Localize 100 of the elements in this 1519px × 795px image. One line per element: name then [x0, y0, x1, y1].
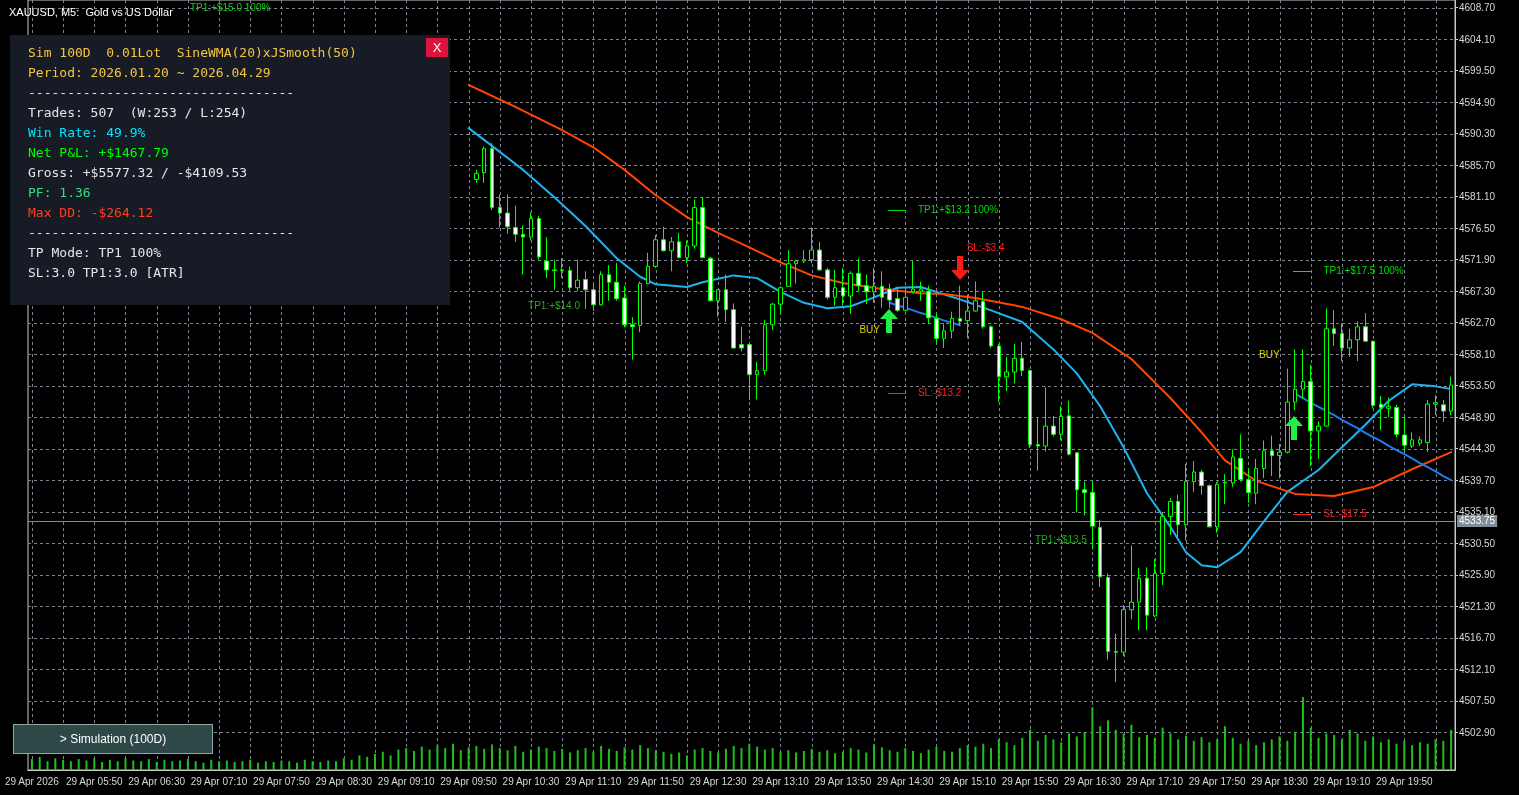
candlestick [911, 260, 915, 294]
bar [397, 749, 400, 770]
bar [405, 748, 408, 770]
bar [210, 759, 213, 770]
y-tick-label: 4548.90 [1459, 411, 1496, 423]
bar [623, 747, 626, 770]
candlestick [770, 302, 775, 331]
bar [919, 753, 922, 770]
bar [108, 759, 111, 770]
annotation: ---------------------------------- [28, 85, 295, 100]
bar [1005, 742, 1008, 770]
bar [288, 761, 291, 770]
bar [771, 748, 774, 770]
annotation: ---------------------------------- [28, 225, 295, 240]
candlestick [1121, 604, 1126, 657]
bar [1177, 739, 1180, 770]
candlestick [614, 262, 619, 302]
candlestick [934, 313, 939, 345]
candlestick [1301, 348, 1305, 400]
candlestick [1340, 322, 1344, 362]
x-tick-label: 29 Apr 13:50 [814, 775, 872, 787]
bar [740, 748, 743, 770]
bar [958, 748, 961, 770]
bar [576, 750, 579, 770]
bar [1122, 733, 1125, 770]
y-tick-label: 4562.70 [1459, 317, 1496, 329]
bar [849, 748, 852, 770]
bar [522, 751, 525, 770]
bar [412, 751, 415, 770]
x-tick-label: 29 Apr 05:50 [65, 775, 124, 787]
bar [93, 758, 96, 770]
candlestick [575, 259, 580, 292]
bar [420, 746, 423, 770]
bar [810, 748, 813, 770]
bar [116, 761, 119, 770]
bar [1270, 739, 1273, 770]
bar [927, 749, 930, 770]
bar [1387, 739, 1390, 770]
bar [646, 748, 649, 770]
candlestick [482, 146, 486, 184]
line-series [467, 83, 1453, 497]
bar [451, 743, 454, 770]
y-tick-label: 4585.70 [1459, 159, 1496, 171]
candlestick [599, 270, 603, 307]
annotation: BUY [859, 323, 880, 337]
bar [475, 745, 478, 770]
y-tick-label: 4525.90 [1459, 569, 1496, 581]
bar [296, 762, 299, 770]
bar [943, 751, 946, 770]
bar [1208, 742, 1211, 770]
y-tick-label: 4521.30 [1459, 600, 1496, 612]
candlestick [739, 326, 744, 352]
bar [366, 756, 369, 770]
candlestick [513, 205, 518, 243]
bar [46, 761, 49, 770]
bar [436, 745, 439, 770]
candlestick [1192, 460, 1196, 493]
candlestick [1324, 307, 1329, 428]
bar [1317, 737, 1320, 770]
bar [202, 762, 205, 770]
bar [631, 749, 634, 770]
bar [1138, 737, 1141, 770]
candlestick [1355, 320, 1360, 362]
bar [1091, 707, 1094, 770]
text: XAUUSD, M5: Gold vs US Dollar [9, 5, 174, 18]
bar [327, 760, 330, 770]
candlestick [1308, 363, 1313, 468]
bar [1411, 745, 1414, 770]
bar [1418, 742, 1421, 770]
bar [1286, 740, 1289, 770]
candlestick [903, 288, 908, 313]
x-tick-label: 29 Apr 10:30 [502, 775, 560, 787]
candlestick [1012, 343, 1017, 385]
bar [670, 753, 673, 770]
bar [1130, 724, 1133, 770]
bar [880, 747, 883, 770]
candlestick [833, 269, 837, 307]
candlestick [529, 211, 533, 241]
candlestick [997, 343, 1001, 403]
candlestick [1075, 452, 1079, 513]
bar [1099, 726, 1102, 770]
candlestick [1090, 481, 1095, 550]
bar [662, 751, 665, 770]
candlestick [1059, 405, 1063, 441]
x-tick-label: 29 Apr 15:50 [1001, 775, 1059, 787]
candlestick [926, 285, 931, 324]
bar [490, 744, 493, 770]
x-tick-label: 29 Apr 11:50 [627, 775, 685, 787]
y-tick-label: 4507.50 [1459, 695, 1496, 707]
bar [763, 749, 766, 770]
bar [483, 748, 486, 770]
candlestick [630, 316, 635, 361]
candlestick [638, 281, 642, 333]
bar [982, 743, 985, 770]
y-tick-label: 4558.10 [1459, 348, 1496, 360]
candlestick [669, 236, 674, 272]
candlestick [474, 169, 479, 184]
bar [966, 745, 969, 770]
candlestick [864, 274, 869, 305]
candlestick [1371, 340, 1375, 409]
